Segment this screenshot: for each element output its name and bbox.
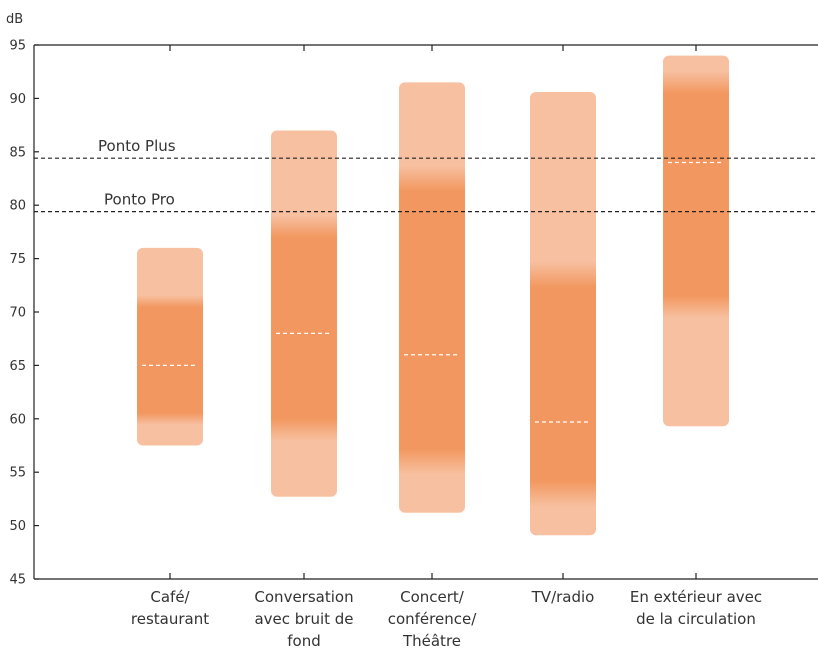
y-tick-label: 90: [9, 92, 26, 107]
y-tick-label: 55: [9, 466, 26, 481]
x-category-label: Conversation: [254, 588, 353, 606]
range-bar: [399, 82, 465, 513]
x-category-label: fond: [287, 632, 321, 650]
y-tick-label: 50: [9, 519, 26, 534]
range-bars: [137, 55, 729, 536]
reference-line-label: Ponto Plus: [98, 137, 176, 155]
x-category-label: de la circulation: [636, 610, 756, 628]
y-tick-label: 95: [9, 39, 26, 54]
x-category-label: Concert/: [400, 588, 465, 606]
x-category-label: conférence/: [388, 610, 477, 628]
y-tick-label: 70: [9, 306, 26, 321]
category-labels: Café/restaurant Conversation avec bruit de…: [131, 588, 762, 650]
x-category-label: restaurant: [131, 610, 209, 628]
x-category-label: En extérieur avec: [630, 588, 762, 606]
y-tick-label: 60: [9, 412, 26, 427]
y-tick-label: 45: [9, 573, 26, 588]
x-category-label: Café/: [150, 588, 190, 606]
y-axis-unit-label: dB: [6, 12, 23, 27]
y-tick-label: 80: [9, 199, 26, 214]
y-tick-label: 75: [9, 252, 26, 267]
y-axis-ticks: 45 50 55 60 65 70 75 80 85 90 95: [9, 39, 39, 588]
range-bar: [530, 91, 596, 536]
range-bar: [137, 247, 203, 446]
x-category-label: TV/radio: [531, 588, 595, 606]
x-category-label: avec bruit de: [254, 610, 353, 628]
range-bar: [271, 130, 337, 497]
reference-lines: Ponto Plus Ponto Pro: [34, 137, 818, 213]
range-bar: [663, 55, 729, 427]
y-tick-label: 85: [9, 145, 26, 160]
y-tick-label: 65: [9, 359, 26, 374]
x-category-label: Théâtre: [402, 632, 461, 650]
reference-line-label: Ponto Pro: [104, 191, 175, 209]
